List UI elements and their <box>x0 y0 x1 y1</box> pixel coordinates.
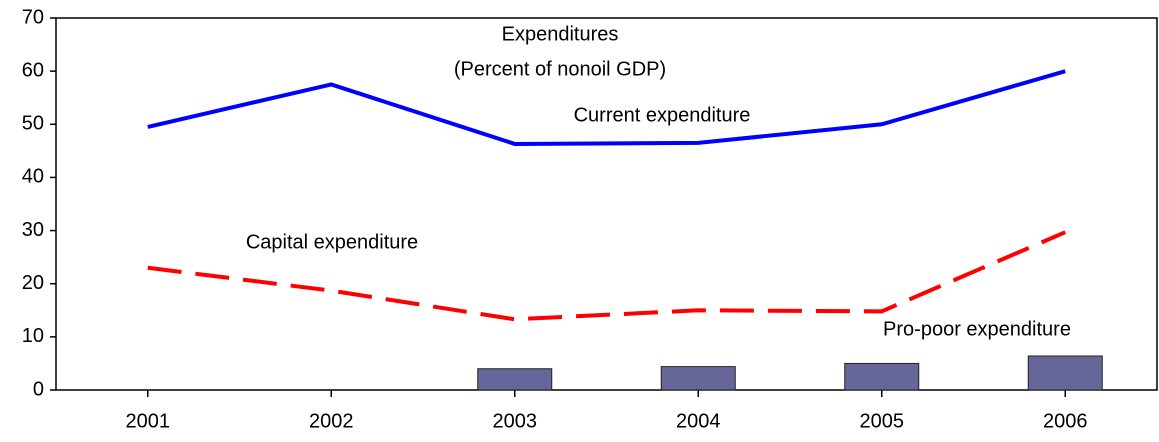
line-series <box>147 230 1067 322</box>
bar <box>844 362 920 391</box>
y-tick-label: 30 <box>22 219 44 241</box>
y-tick-label: 50 <box>22 113 44 135</box>
y-tick-label: 10 <box>22 325 44 347</box>
x-tick-label: 2005 <box>860 410 905 432</box>
y-tick-label: 40 <box>22 166 44 188</box>
x-tick-label: 2002 <box>309 410 354 432</box>
bar <box>477 368 553 391</box>
y-tick-label: 0 <box>33 378 44 400</box>
series-label: Current expenditure <box>574 104 751 126</box>
line-series <box>147 69 1066 146</box>
bar <box>660 366 736 391</box>
x-tick-label: 2003 <box>493 410 538 432</box>
series-label: Capital expenditure <box>246 231 418 253</box>
y-tick-label: 20 <box>22 272 44 294</box>
series-label: Pro-poor expenditure <box>883 318 1071 340</box>
x-tick-label: 2001 <box>126 410 171 432</box>
chart-title: Expenditures <box>502 23 619 45</box>
y-tick-label: 70 <box>22 6 44 28</box>
x-tick-label: 2004 <box>676 410 721 432</box>
bar <box>1027 355 1103 391</box>
plot-frame <box>55 17 1158 391</box>
chart-subtitle: (Percent of nonoil GDP) <box>454 58 666 80</box>
x-tick-label: 2006 <box>1043 410 1088 432</box>
y-tick-label: 60 <box>22 59 44 81</box>
